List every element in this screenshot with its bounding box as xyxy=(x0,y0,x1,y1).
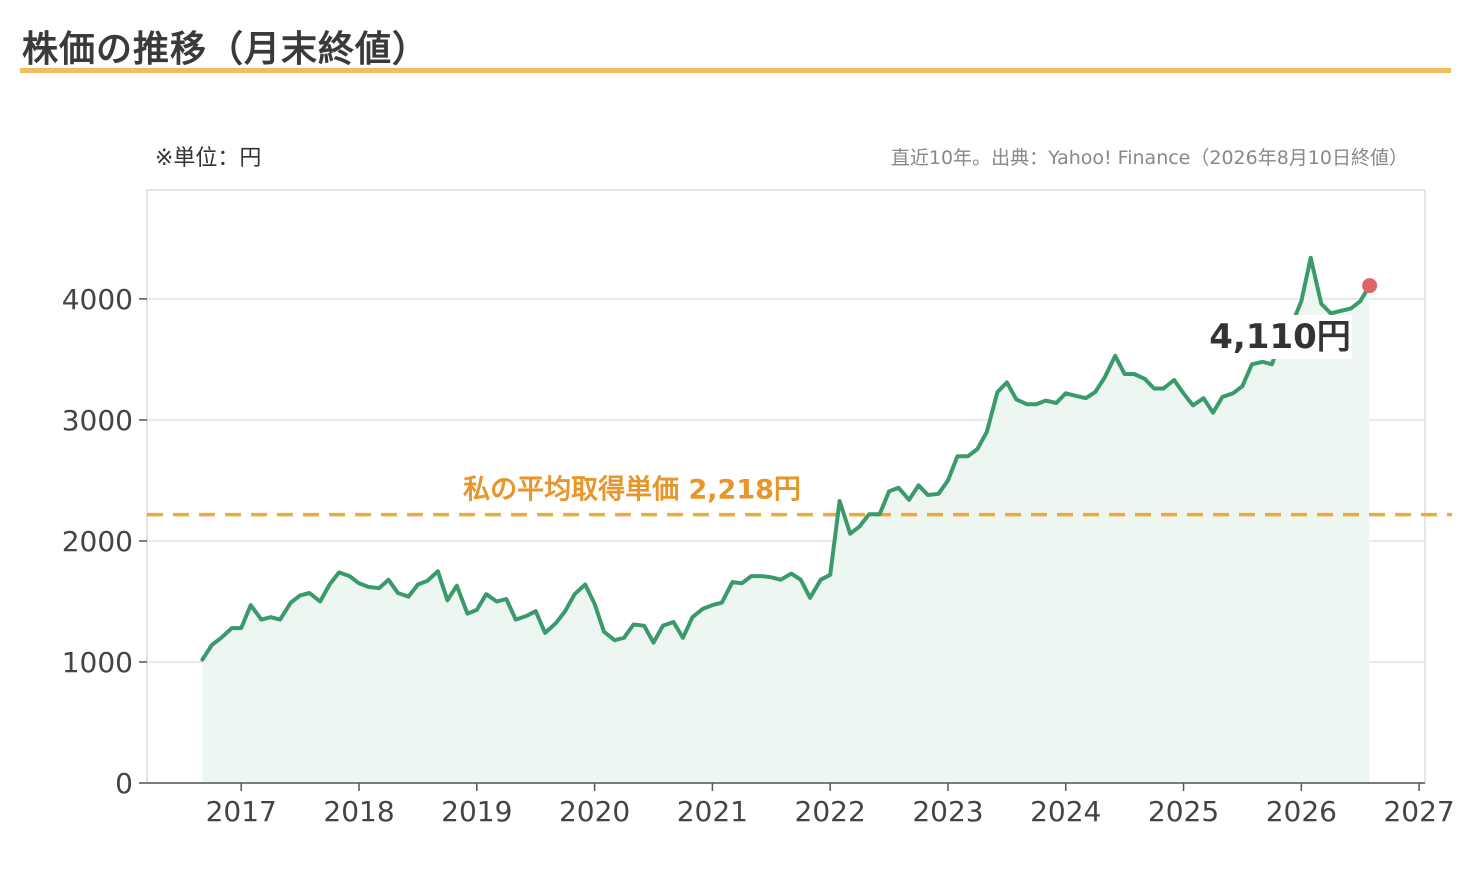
source-note: 直近10年。出典：Yahoo! Finance（2026年8月10日終値） xyxy=(890,147,1408,169)
page-title: 株価の推移（月末終値） xyxy=(22,29,430,70)
x-tick-label: 2019 xyxy=(441,795,512,828)
x-tick-label: 2020 xyxy=(559,795,630,828)
x-tick-label: 2021 xyxy=(677,795,748,828)
title-underline xyxy=(20,68,1451,73)
unit-note: ※単位：円 xyxy=(155,146,262,171)
x-tick-label: 2018 xyxy=(323,795,394,828)
y-tick-label: 0 xyxy=(115,767,133,800)
x-tick-label: 2023 xyxy=(912,795,983,828)
last-price-point xyxy=(1362,278,1378,294)
x-tick-label: 2024 xyxy=(1030,795,1101,828)
x-tick-label: 2022 xyxy=(795,795,866,828)
average-cost-label: 私の平均取得単価 2,218円 xyxy=(463,474,801,506)
y-axis: 0 1000 2000 3000 4000 xyxy=(62,283,147,800)
x-tick-label: 2025 xyxy=(1148,795,1219,828)
last-price-label: 4,110円 xyxy=(1209,317,1351,357)
x-tick-label: 2017 xyxy=(206,795,277,828)
x-tick-label: 2026 xyxy=(1266,795,1337,828)
last-price-label-bg xyxy=(1210,315,1352,359)
y-tick-label: 4000 xyxy=(62,283,133,316)
y-tick-label: 3000 xyxy=(62,404,133,437)
x-tick-label: 2027 xyxy=(1383,795,1454,828)
price-area xyxy=(202,257,1370,783)
y-tick-label: 2000 xyxy=(62,525,133,558)
y-tick-label: 1000 xyxy=(62,646,133,679)
x-axis: 2017 2018 2019 2020 2021 2022 2023 2024 2025 2026… xyxy=(147,782,1455,828)
price-line xyxy=(200,255,1372,662)
